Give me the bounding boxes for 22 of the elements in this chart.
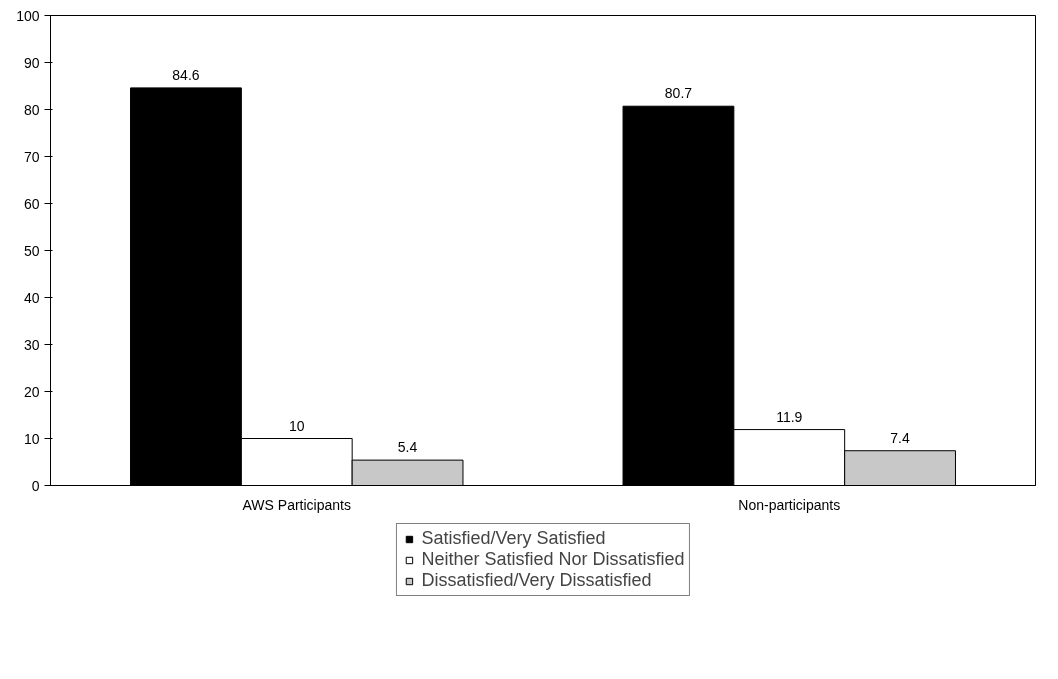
data-label: 11.9 xyxy=(776,408,803,425)
y-tick-label: 90 xyxy=(23,54,40,71)
y-tick-label: 10 xyxy=(23,430,40,447)
legend-label: Neither Satisfied Nor Dissatisfied xyxy=(421,549,685,570)
y-tick-label: 70 xyxy=(23,148,40,165)
y-tick-label: 50 xyxy=(23,242,40,259)
y-tick-label: 100 xyxy=(16,7,40,24)
y-tick-label: 20 xyxy=(23,383,40,400)
data-label: 7.4 xyxy=(890,429,911,446)
y-tick-label: 40 xyxy=(23,289,40,306)
y-tick-label: 60 xyxy=(23,195,40,212)
y-tick-label: 30 xyxy=(23,336,40,353)
x-tick-label: AWS Participants xyxy=(242,496,351,513)
data-label: 84.6 xyxy=(172,66,200,83)
data-label: 10 xyxy=(288,417,305,434)
data-label: 80.7 xyxy=(664,85,693,102)
x-tick-label: Non-participants xyxy=(738,496,841,513)
y-tick-label: 0 xyxy=(31,477,40,494)
legend-label: Satisfied/Very Satisfied xyxy=(421,528,606,549)
legend-label: Dissatisfied/Very Dissatisfied xyxy=(421,570,652,591)
y-tick-label: 80 xyxy=(23,101,40,118)
data-label: 5.4 xyxy=(397,439,418,456)
